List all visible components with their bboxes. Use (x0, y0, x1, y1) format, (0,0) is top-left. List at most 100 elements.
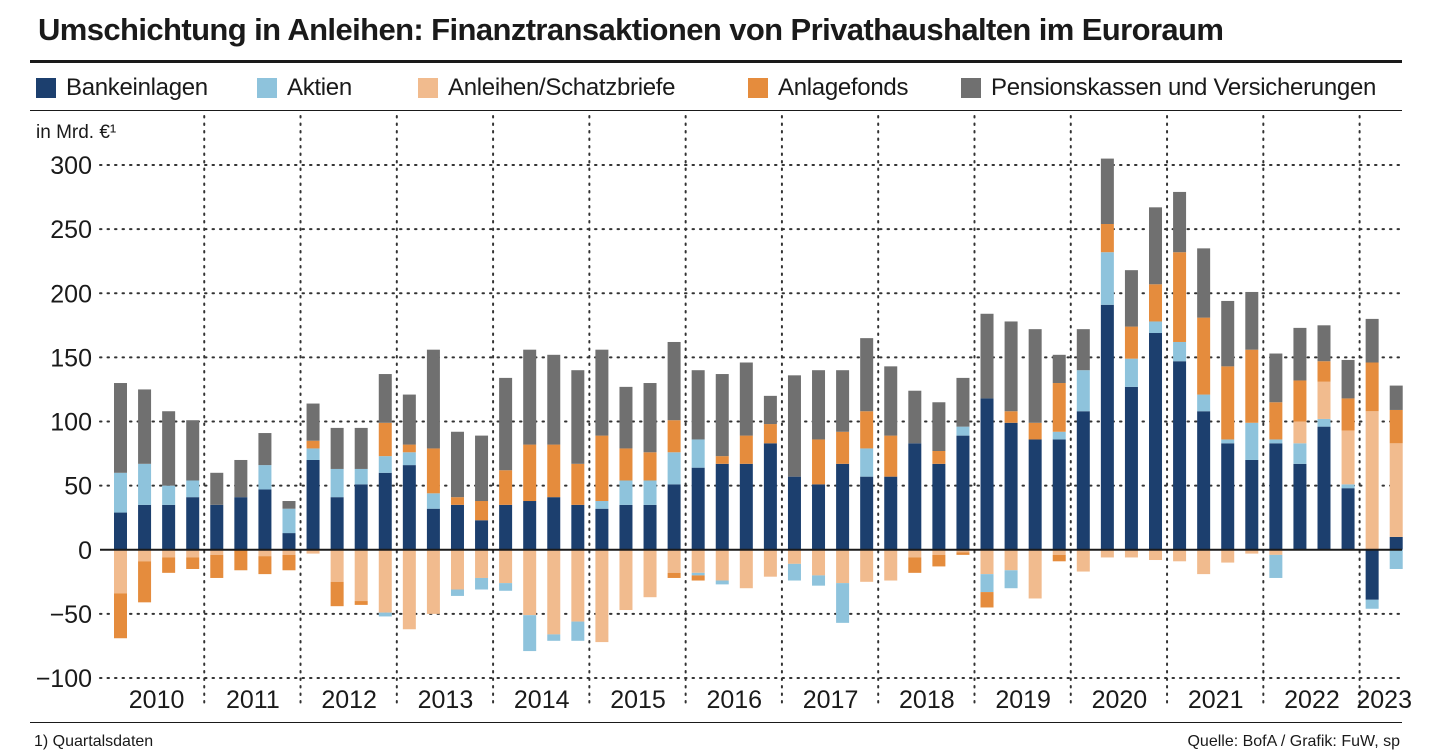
bar-anleihen-schatzbriefe (1197, 549, 1211, 575)
legend-label-bankeinlagen: Bankeinlagen (66, 74, 208, 101)
bar-pensionskassen-und-versicherungen (1245, 291, 1259, 350)
bar-anleihen-schatzbriefe (450, 549, 464, 590)
bar-anlagefonds (1293, 380, 1307, 422)
bar-pensionskassen-und-versicherungen (932, 402, 946, 451)
bar-aktien (1245, 422, 1259, 460)
bar-anlagefonds (812, 439, 826, 485)
bar-bankeinlagen (956, 435, 970, 550)
bar-bankeinlagen (980, 398, 994, 550)
bar-bankeinlagen (595, 508, 609, 550)
bar-anlagefonds (715, 456, 729, 464)
bar-bankeinlagen (1317, 426, 1331, 550)
bar-anlagefonds (1245, 349, 1259, 423)
bar-anleihen-schatzbriefe (932, 549, 946, 555)
bar-pensionskassen-und-versicherungen (860, 338, 874, 412)
bar-bankeinlagen (1076, 411, 1090, 550)
bar-anlagefonds (932, 554, 946, 567)
bar-anlagefonds (162, 557, 176, 573)
bar-pensionskassen-und-versicherungen (1293, 327, 1307, 381)
bar-anleihen-schatzbriefe (162, 549, 176, 558)
bar-aktien (306, 448, 320, 460)
legend-swatch-anlagefonds (748, 78, 768, 98)
bar-anlagefonds (138, 561, 152, 603)
bar-anlagefonds (1052, 554, 1066, 562)
bar-bankeinlagen (932, 463, 946, 550)
bar-anlagefonds (1221, 366, 1235, 440)
bar-bankeinlagen (523, 501, 537, 550)
x-tick-label-year: 2010 (129, 686, 185, 714)
bar-pensionskassen-und-versicherungen (595, 349, 609, 436)
bar-pensionskassen-und-versicherungen (426, 349, 440, 449)
bar-pensionskassen-und-versicherungen (523, 349, 537, 445)
bar-bankeinlagen (1293, 463, 1307, 550)
bar-pensionskassen-und-versicherungen (1221, 300, 1235, 367)
bar-anlagefonds (1004, 411, 1018, 423)
x-tick-label-year: 2012 (321, 686, 377, 714)
bar-aktien (643, 480, 657, 505)
bar-bankeinlagen (210, 504, 224, 550)
bar-bankeinlagen (426, 508, 440, 550)
bar-bankeinlagen (739, 463, 753, 550)
bar-anlagefonds (1028, 422, 1042, 440)
bar-anlagefonds (571, 463, 585, 505)
legend-item-anleihen: Anleihen/Schatzbriefe (418, 68, 675, 108)
bar-bankeinlagen (186, 497, 200, 550)
bar-pensionskassen-und-versicherungen (980, 313, 994, 399)
bar-pensionskassen-und-versicherungen (1124, 270, 1138, 327)
bar-aktien (980, 574, 994, 593)
legend-label-aktien: Aktien (287, 74, 352, 101)
bar-anleihen-schatzbriefe (330, 549, 344, 582)
bar-anleihen-schatzbriefe (402, 549, 416, 630)
bar-pensionskassen-und-versicherungen (450, 431, 464, 498)
bar-anlagefonds (1100, 223, 1114, 253)
x-tick-label-year: 2013 (418, 686, 474, 714)
bar-pensionskassen-und-versicherungen (138, 389, 152, 464)
x-tick-label-year: 2017 (803, 686, 859, 714)
bar-pensionskassen-und-versicherungen (1100, 158, 1114, 224)
y-tick-label: 150 (50, 344, 92, 372)
bar-anlagefonds (595, 435, 609, 502)
bar-anlagefonds (619, 448, 633, 481)
bar-bankeinlagen (450, 504, 464, 550)
bar-aktien (1004, 570, 1018, 589)
bar-pensionskassen-und-versicherungen (619, 386, 633, 449)
bar-anlagefonds (378, 422, 392, 457)
bar-anlagefonds (114, 593, 127, 639)
bar-anleihen-schatzbriefe (523, 549, 537, 616)
bar-anlagefonds (523, 444, 537, 502)
bar-anleihen-schatzbriefe (908, 549, 922, 558)
legend-label-pensionskassen: Pensionskassen und Versicherungen (991, 74, 1377, 101)
bar-anleihen-schatzbriefe (138, 549, 152, 562)
bar-pensionskassen-und-versicherungen (475, 435, 489, 502)
bar-bankeinlagen (282, 533, 296, 550)
bar-anlagefonds (1317, 361, 1331, 382)
bar-anlagefonds (667, 572, 681, 578)
bar-bankeinlagen (1245, 459, 1259, 550)
bar-bankeinlagen (499, 504, 513, 550)
bar-aktien (595, 501, 609, 509)
bar-aktien (1173, 341, 1187, 362)
bar-aktien (1389, 549, 1403, 569)
legend-label-anleihen: Anleihen/Schatzbriefe (448, 74, 676, 101)
bar-anleihen-schatzbriefe (836, 549, 850, 584)
bar-pensionskassen-und-versicherungen (1341, 359, 1355, 399)
bar-aktien (812, 575, 826, 586)
bar-bankeinlagen (667, 484, 681, 550)
bar-pensionskassen-und-versicherungen (547, 354, 561, 445)
bar-bankeinlagen (884, 476, 898, 550)
bar-anlagefonds (210, 554, 224, 578)
bar-aktien (1293, 443, 1307, 464)
bar-bankeinlagen (787, 476, 801, 550)
bar-anleihen-schatzbriefe (186, 549, 200, 558)
bar-aktien (114, 472, 127, 513)
bar-bankeinlagen (306, 459, 320, 550)
bar-bankeinlagen (1028, 439, 1042, 550)
x-tick-label-year: 2014 (514, 686, 570, 714)
legend-swatch-aktien (257, 78, 277, 98)
bar-pensionskassen-und-versicherungen (1052, 354, 1066, 384)
bar-anlagefonds (884, 435, 898, 477)
bar-pensionskassen-und-versicherungen (282, 501, 296, 509)
x-tick-label-year: 2011 (226, 686, 280, 714)
bar-bankeinlagen (402, 465, 416, 550)
bar-anleihen-schatzbriefe (1245, 549, 1259, 554)
